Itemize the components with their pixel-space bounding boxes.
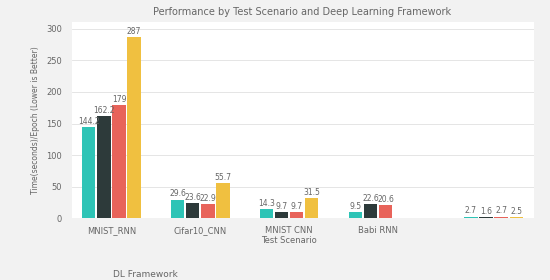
Text: 1.6: 1.6 [480,207,492,216]
Text: 162.2: 162.2 [93,106,115,115]
Text: 179: 179 [112,95,126,104]
Text: 20.6: 20.6 [377,195,394,204]
Text: 9.7: 9.7 [290,202,303,211]
Bar [364,204,377,218]
Bar [305,199,318,218]
Bar [186,204,200,218]
Text: 22.9: 22.9 [200,194,216,203]
Text: 31.5: 31.5 [304,188,320,197]
Bar [216,183,230,218]
Text: 2.7: 2.7 [465,206,477,215]
Bar [97,116,111,218]
Bar [290,212,304,218]
Bar [201,204,214,218]
Bar [260,209,273,218]
Text: 29.6: 29.6 [169,190,186,199]
Text: 144.2: 144.2 [78,117,100,126]
Title: Performance by Test Scenario and Deep Learning Framework: Performance by Test Scenario and Deep Le… [153,8,452,17]
Bar [494,217,508,218]
Bar [112,105,126,218]
Text: 14.3: 14.3 [258,199,275,208]
Text: 9.7: 9.7 [276,202,288,211]
Bar [171,200,184,218]
Legend: CNTK, MXNet, TensorFlow, Theano: CNTK, MXNet, TensorFlow, Theano [20,267,270,280]
Y-axis label: Time(seconds)/Epoch (Lower is Better): Time(seconds)/Epoch (Lower is Better) [31,46,40,194]
Bar [464,217,477,218]
Bar [509,217,523,218]
Text: 22.6: 22.6 [362,194,379,203]
Text: 9.5: 9.5 [349,202,361,211]
Text: 2.5: 2.5 [510,207,522,216]
Text: 55.7: 55.7 [214,173,232,182]
Bar [275,212,288,218]
Bar [82,127,96,218]
Bar [379,205,392,218]
Bar [128,37,141,218]
Text: 23.6: 23.6 [184,193,201,202]
Text: 2.7: 2.7 [495,206,507,215]
Bar [349,213,362,218]
Bar [479,217,493,218]
Text: 287: 287 [127,27,141,36]
